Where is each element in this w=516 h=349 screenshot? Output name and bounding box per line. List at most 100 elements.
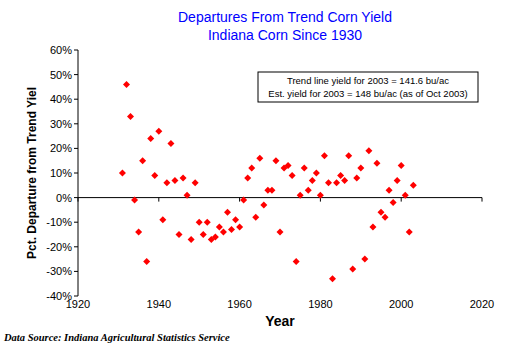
point (369, 224, 376, 231)
point (180, 174, 187, 181)
x-axis-label: Year (265, 313, 295, 329)
point (353, 174, 360, 181)
annotation-box: Trend line yield for 2003 = 141.6 bu/ac E… (258, 72, 478, 102)
annotation-frame (258, 72, 478, 102)
point (228, 226, 235, 233)
point (349, 265, 356, 272)
point (301, 165, 308, 172)
point (248, 165, 255, 172)
y-tick (74, 148, 78, 149)
point (293, 258, 300, 265)
annotation: Est. yield for 2003 = 148 bu/ac (as of O… (268, 88, 467, 99)
y-tick (74, 246, 78, 247)
x-tick (78, 198, 79, 202)
point (200, 231, 207, 238)
point (402, 192, 409, 199)
point (139, 157, 146, 164)
annotation: Trend line yield for 2003 = 141.6 bu/ac (287, 75, 449, 86)
x-axis (78, 197, 482, 198)
y-tick-label: 30% (50, 118, 72, 130)
point (386, 187, 393, 194)
point (196, 219, 203, 226)
x-tick-label: 2020 (470, 298, 494, 310)
point (176, 231, 183, 238)
x-tick (239, 198, 240, 202)
x-tick-label: 2000 (389, 298, 413, 310)
point (131, 197, 138, 204)
points (119, 81, 417, 282)
y-axis-label: Pct. Departure from Trend Yiel (25, 87, 39, 259)
point (216, 224, 223, 231)
y-tick-label: 0% (56, 192, 72, 204)
point (325, 179, 332, 186)
point (337, 172, 344, 179)
point (406, 229, 413, 236)
point (268, 187, 275, 194)
y-tick-label: -20% (46, 241, 72, 253)
point (151, 172, 158, 179)
chart: Departures From Trend Corn YieldIndiana … (0, 0, 516, 349)
point (398, 162, 405, 169)
point (289, 172, 296, 179)
y-tick (74, 197, 78, 198)
x-tick-label: 1940 (147, 298, 171, 310)
point (382, 214, 389, 221)
point (256, 155, 263, 162)
point (232, 216, 239, 223)
y-tick-label: 60% (50, 44, 72, 56)
y-tick (74, 222, 78, 223)
point (244, 174, 251, 181)
x-tick (158, 198, 159, 202)
point (329, 275, 336, 282)
x-tick (401, 198, 402, 202)
point (260, 201, 267, 208)
point (155, 128, 162, 135)
y-tick (74, 296, 78, 297)
title: Departures From Trend Corn Yield (178, 9, 392, 25)
x-tick-label: 1960 (227, 298, 251, 310)
point (410, 182, 417, 189)
point (357, 165, 364, 172)
y-tick-label: 10% (50, 167, 72, 179)
point (285, 162, 292, 169)
point (378, 209, 385, 216)
y-tick-label: 40% (50, 93, 72, 105)
y-tick (74, 123, 78, 124)
y-tick (74, 271, 78, 272)
point (305, 187, 312, 194)
point (240, 197, 247, 204)
point (373, 160, 380, 167)
point (212, 233, 219, 240)
x-tick-label: 1980 (308, 298, 332, 310)
point (184, 192, 191, 199)
y-tick-label: -30% (46, 265, 72, 277)
point (192, 179, 199, 186)
point (394, 177, 401, 184)
point (341, 177, 348, 184)
source: Data Source: Indiana Agricultural Statis… (3, 332, 230, 343)
x-tick (482, 198, 483, 202)
point (390, 199, 397, 206)
point (204, 219, 211, 226)
point (345, 152, 352, 159)
point (119, 170, 126, 177)
point (277, 229, 284, 236)
point (163, 179, 170, 186)
point (272, 157, 279, 164)
y-tick-label: 20% (50, 142, 72, 154)
point (309, 177, 316, 184)
point (321, 152, 328, 159)
y-tick-label: -10% (46, 216, 72, 228)
x-tick-label: 1920 (66, 298, 90, 310)
y-tick (74, 74, 78, 75)
point (252, 214, 259, 221)
point (171, 177, 178, 184)
point (167, 140, 174, 147)
y-tick (74, 99, 78, 100)
point (224, 209, 231, 216)
point (333, 179, 340, 186)
point (147, 135, 154, 142)
point (220, 229, 227, 236)
y-tick-label: 50% (50, 69, 72, 81)
point (159, 216, 166, 223)
